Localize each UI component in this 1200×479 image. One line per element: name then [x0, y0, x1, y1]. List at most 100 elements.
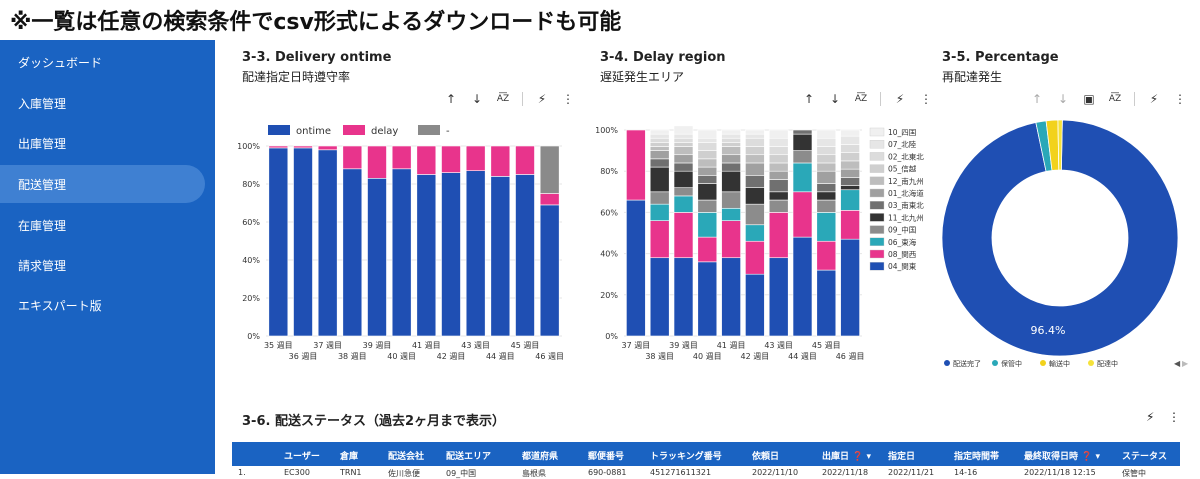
legend-swatch — [343, 125, 365, 135]
column-header[interactable]: 倉庫 — [340, 452, 359, 462]
bar-segment — [649, 203, 670, 221]
column-header[interactable]: 依頼日 — [752, 452, 780, 462]
bar-segment — [697, 261, 718, 337]
arrow-down-icon[interactable]: ↓ — [471, 92, 483, 106]
bar-segment — [342, 145, 363, 170]
bar-segment — [673, 133, 694, 139]
legend-swatch — [869, 249, 885, 259]
bar-segment — [697, 137, 718, 143]
bar-segment — [697, 175, 718, 184]
arrow-up-icon[interactable]: ↑ — [803, 92, 815, 106]
bar-segment — [768, 146, 789, 156]
y-tick-label: 80% — [600, 167, 618, 176]
column-header[interactable]: 都道府県 — [522, 452, 559, 462]
arrow-up-icon[interactable]: ↑ — [445, 92, 457, 106]
column-header[interactable]: 指定日 — [888, 452, 916, 462]
legend-label: - — [446, 126, 450, 137]
legend-label: 04_関東 — [888, 261, 917, 271]
y-tick-label: 60% — [600, 208, 618, 217]
bar-segment — [745, 146, 765, 156]
table-cell: 451271611321 — [650, 468, 712, 477]
column-header[interactable]: 指定時間帯 — [954, 452, 1000, 462]
sort-az-icon[interactable]: A͞Z — [1108, 94, 1122, 104]
bolt-icon[interactable]: ⚡ — [1149, 92, 1159, 106]
legend-label: 11_北九州 — [888, 213, 924, 222]
bar-segment — [816, 146, 837, 156]
bolt-icon[interactable]: ⚡ — [537, 92, 547, 106]
legend-swatch — [869, 152, 885, 161]
sort-az-icon[interactable]: A͞Z — [854, 94, 868, 104]
column-header[interactable]: 出庫日 ❓ ▾ — [822, 452, 871, 462]
more-vert-icon[interactable]: ⋮ — [1174, 92, 1186, 106]
bar-segment — [768, 129, 789, 139]
table-row[interactable]: 1. EC300 TRN1 佐川急便 09_中国 島根県 690-0881 451271611… — [232, 466, 1180, 478]
column-header[interactable]: ステータス — [1122, 452, 1168, 462]
chart-delivery-ontime: ontime delay - 0% 20% 40% 60% 80% 100% 35 週目 36 週目… — [237, 125, 564, 361]
bolt-icon[interactable]: ⚡ — [1146, 410, 1155, 424]
column-header[interactable]: ユーザー — [284, 452, 320, 462]
toolbar-divider — [1134, 92, 1135, 106]
y-tick-label: 0% — [605, 332, 618, 341]
bar-segment — [673, 146, 694, 156]
sidebar-item-outbound[interactable]: 出庫管理 — [18, 137, 67, 151]
bar-segment — [673, 170, 694, 188]
bar-segment — [721, 220, 741, 259]
more-vert-icon[interactable]: ⋮ — [562, 92, 574, 106]
legend-label: 配送完了 — [953, 359, 981, 368]
bar-segment — [697, 150, 718, 160]
more-vert-icon[interactable]: ⋮ — [1168, 410, 1180, 424]
arrow-up-icon[interactable]: ↑ — [1031, 92, 1043, 106]
column-header[interactable]: 最終取得日時 ❓ ▾ — [1024, 452, 1100, 462]
column-header[interactable]: 配送エリア — [446, 452, 492, 462]
bar-segment — [745, 240, 765, 275]
bar-segment — [816, 183, 837, 193]
bar-segment — [465, 145, 486, 172]
bar-segment — [515, 174, 535, 337]
y-tick-label: 20% — [600, 291, 618, 300]
column-header[interactable]: 郵便番号 — [588, 452, 625, 462]
more-vert-icon[interactable]: ⋮ — [920, 92, 932, 106]
arrow-down-icon[interactable]: ↓ — [829, 92, 841, 106]
legend-swatch — [869, 225, 885, 234]
table-cell: 1. — [238, 468, 246, 477]
x-tick-label: 46 週目 — [836, 352, 865, 361]
bar-segment — [792, 133, 813, 151]
bar-segment — [416, 145, 437, 175]
arrow-down-icon[interactable]: ↓ — [1057, 92, 1069, 106]
sidebar-item-expert[interactable]: エキスパート版 — [18, 299, 102, 313]
bar-segment — [840, 210, 860, 240]
legend-dot — [1088, 360, 1094, 366]
toolbar-ontime: ↑ ↓ A͞Z ⚡ ⋮ — [444, 92, 575, 106]
column-header[interactable]: 配送会社 — [388, 452, 425, 462]
bar-segment — [490, 145, 511, 177]
bar-segment — [768, 179, 789, 193]
chart-settings-icon[interactable]: ▣ — [1083, 92, 1095, 106]
donut-slice — [1057, 119, 1063, 171]
bar-segment — [649, 137, 670, 143]
bar-segment — [840, 135, 860, 145]
sort-az-icon[interactable]: A͞Z — [496, 94, 510, 104]
legend-label: 保管中 — [1001, 359, 1022, 368]
bar-segment — [745, 162, 765, 176]
bar-segment — [745, 129, 765, 135]
sidebar-item-inbound[interactable]: 入庫管理 — [18, 97, 67, 111]
y-tick-label: 100% — [595, 126, 618, 135]
bar-segment — [342, 168, 363, 337]
banner-caption: ※一覧は任意の検索条件でcsv形式によるダウンロードも可能 — [10, 10, 622, 35]
sidebar-item-delivery-highlight[interactable] — [0, 165, 205, 203]
bar-segment — [649, 150, 670, 160]
sidebar-item-delivery[interactable]: 配送管理 — [18, 178, 67, 192]
bar-segment — [649, 133, 670, 139]
legend-dot — [1040, 360, 1046, 366]
y-tick-label: 80% — [242, 180, 260, 189]
x-tick-label: 37 週目 — [313, 341, 342, 350]
column-header[interactable]: トラッキング番号 — [650, 452, 722, 462]
bolt-icon[interactable]: ⚡ — [895, 92, 905, 106]
bar-segment — [721, 207, 741, 221]
sidebar-item-inventory[interactable]: 在庫管理 — [18, 219, 67, 233]
sidebar-item-dashboard[interactable]: ダッシュボード — [18, 56, 103, 70]
bar-segment — [697, 236, 718, 263]
legend-swatch — [869, 164, 885, 173]
sidebar-item-billing[interactable]: 請求管理 — [18, 259, 67, 273]
bar-segment — [649, 220, 670, 259]
